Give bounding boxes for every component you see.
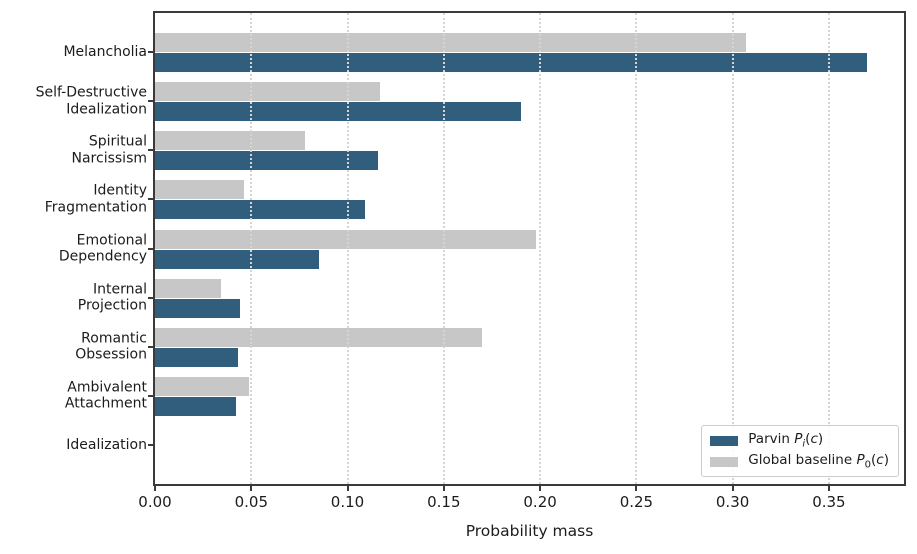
y-tick-label: Melancholia: [63, 43, 147, 60]
parvin-bar-5: [155, 249, 319, 269]
x-tick-mark: [250, 486, 253, 491]
x-tick-label: 0.15: [427, 493, 461, 511]
legend-label: Global baseline P0(c): [748, 452, 889, 471]
x-tick-label: 0.35: [812, 493, 846, 511]
plot-area: Parvin Pi(c) Global baseline P0(c): [153, 11, 906, 486]
x-tick-mark: [539, 486, 542, 491]
baseline-bar-1: [155, 33, 747, 52]
parvin-bar-8: [155, 396, 236, 416]
parvin-bar-1: [155, 53, 868, 72]
baseline-bar-4: [155, 180, 244, 200]
y-tick-label: Ambivalent Attachment: [64, 379, 147, 412]
y-tick-mark: [148, 149, 154, 152]
y-tick-label: Spiritual Narcissism: [71, 133, 148, 167]
parvin-bar-6: [155, 298, 240, 318]
parvin-bar-2: [155, 102, 521, 122]
x-tick-mark: [731, 486, 734, 491]
legend-item-1: Parvin Pi(c): [710, 430, 889, 451]
baseline-bar-8: [155, 376, 250, 396]
x-tick-mark: [346, 486, 349, 491]
gridline: [346, 13, 349, 484]
y-tick-mark: [148, 198, 154, 201]
gridline: [250, 13, 253, 484]
y-tick-label: Romantic Obsession: [75, 330, 147, 363]
legend: Parvin Pi(c) Global baseline P0(c): [701, 425, 899, 477]
y-tick-mark: [148, 296, 154, 299]
x-tick-mark: [635, 486, 638, 491]
x-axis-title: Probability mass: [465, 522, 594, 540]
y-tick-mark: [148, 394, 154, 397]
parvin-bar-4: [155, 200, 365, 220]
x-tick-label: 0.10: [330, 493, 365, 511]
baseline-bar-3: [155, 131, 306, 151]
x-tick-label: 0.00: [138, 493, 172, 511]
x-tick-mark: [154, 486, 156, 491]
legend-swatch-parvin: [710, 435, 739, 446]
gridline: [827, 13, 830, 484]
gridline: [442, 13, 445, 484]
y-tick-label: Identity Fragmentation: [44, 182, 147, 216]
legend-item-2: Global baseline P0(c): [710, 451, 889, 472]
legend-label: Parvin Pi(c): [748, 431, 824, 450]
legend-swatch-baseline: [710, 456, 739, 467]
y-tick-label: Idealization: [66, 436, 147, 453]
y-tick-mark: [148, 100, 154, 103]
y-tick-label: Self-Destructive Idealization: [35, 84, 147, 118]
x-tick-mark: [442, 486, 445, 491]
y-tick-mark: [148, 444, 154, 446]
baseline-bar-7: [155, 327, 483, 347]
gridline: [539, 13, 542, 484]
gridline: [731, 13, 734, 484]
y-tick-mark: [148, 345, 154, 348]
y-tick-mark: [148, 51, 154, 53]
gridline: [635, 13, 638, 484]
baseline-bar-2: [155, 82, 381, 102]
parvin-bar-3: [155, 151, 379, 171]
x-tick-label: 0.05: [234, 493, 268, 511]
x-tick-label: 0.30: [715, 493, 750, 511]
y-tick-label: Internal Projection: [77, 281, 147, 314]
x-tick-mark: [827, 486, 830, 491]
parvin-bar-7: [155, 347, 238, 367]
x-tick-label: 0.20: [523, 493, 557, 511]
baseline-bar-6: [155, 278, 221, 298]
x-tick-label: 0.25: [619, 493, 654, 511]
y-tick-label: Emotional Dependency: [58, 232, 147, 265]
y-tick-mark: [148, 247, 154, 250]
